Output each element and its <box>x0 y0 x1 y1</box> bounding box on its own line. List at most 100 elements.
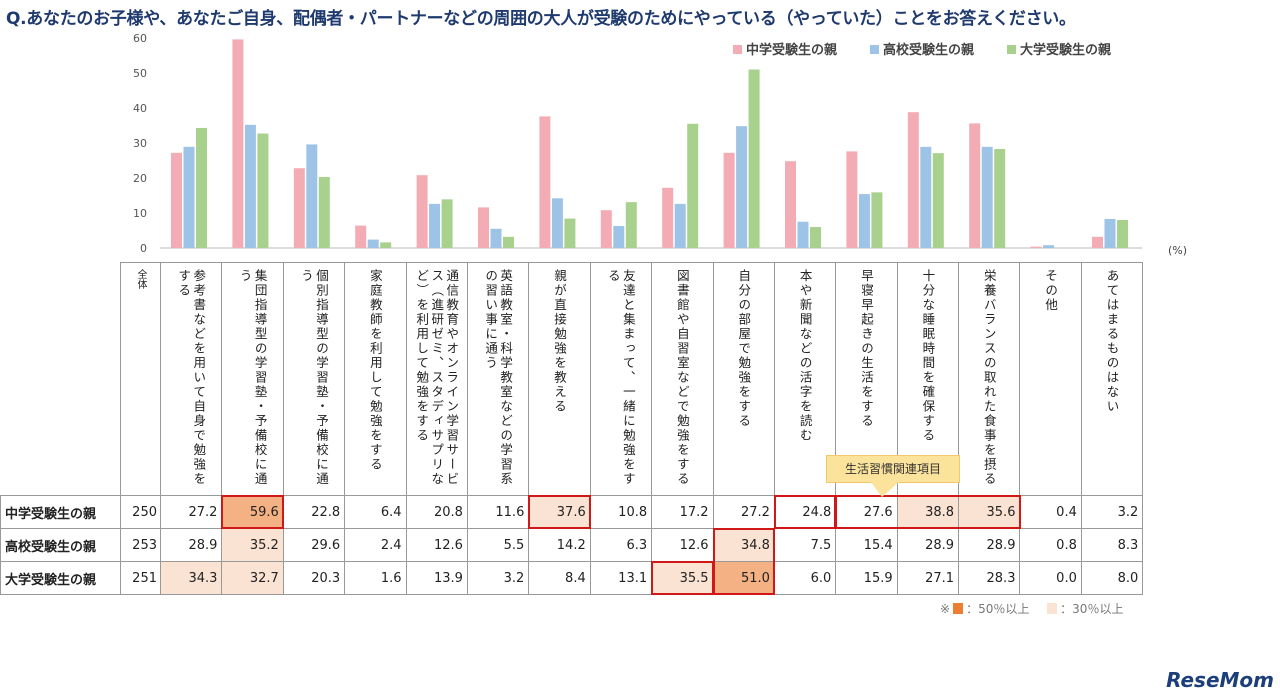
column-header: 自分の部屋で勉強をする <box>712 262 775 496</box>
value-cell: 8.3 <box>1080 528 1144 562</box>
column-header-text: 通信教育やオンライン学習サービス（進研ゼミ、スタディサプリなど）を利用して勉強を… <box>414 269 460 487</box>
strong-swatch <box>953 603 964 614</box>
column-header-text: 家庭教師を利用して勉強をする <box>367 269 383 472</box>
column-header: 栄養バランスの取れた食事を摂る <box>958 262 1021 496</box>
note-light: ：30％以上 <box>1060 602 1124 616</box>
bar-2-13 <box>994 148 1006 248</box>
light-swatch <box>1047 603 1058 614</box>
row-label: 中学受験生の親 <box>0 495 121 529</box>
value-cell: 2.4 <box>344 528 407 562</box>
value-cell: 6.0 <box>773 561 837 595</box>
bar-1-12 <box>920 146 932 248</box>
y-tick-label: 10 <box>133 207 147 220</box>
value-cell: 3.2 <box>1080 495 1144 529</box>
value-cell: 0.0 <box>1019 561 1082 595</box>
data-table: 全体 参考書などを用いて自身で勉強をする 集団指導型の学習塾・予備校に通う 個別指導型… <box>0 262 1144 595</box>
value-cell: 38.8 <box>896 495 960 529</box>
value-cell: 8.4 <box>528 561 591 595</box>
bar-1-14 <box>1043 245 1055 248</box>
value-cell: 34.8 <box>712 528 775 562</box>
value-cell: 28.3 <box>958 561 1021 595</box>
bar-2-2 <box>318 176 330 248</box>
column-header-text: 栄養バランスの取れた食事を摂る <box>981 269 997 487</box>
column-header-text: 十分な睡眠時間を確保する <box>920 269 936 443</box>
bar-2-4 <box>441 199 453 248</box>
bar-0-15 <box>1092 236 1103 248</box>
value-cell: 27.1 <box>896 561 960 595</box>
value-cell: 35.2 <box>221 528 284 562</box>
value-cell: 1.6 <box>344 561 407 595</box>
value-cell: 17.2 <box>651 495 714 529</box>
table-row: 大学受験生の親 251 34.3 32.7 20.3 1.6 13.9 3.2 8.4 13.1 3… <box>0 561 1144 595</box>
bar-1-15 <box>1104 218 1116 248</box>
bar-1-5 <box>490 228 502 248</box>
value-cell: 27.6 <box>835 495 898 529</box>
table-row: 高校受験生の親 253 28.9 35.2 29.6 2.4 12.6 5.5 14.2 6.3 1… <box>0 528 1144 562</box>
column-header: 家庭教師を利用して勉強をする <box>344 262 407 496</box>
value-cell: 20.3 <box>282 561 346 595</box>
value-cell: 20.8 <box>405 495 468 529</box>
column-header-text: 親が直接勉強を教える <box>552 269 568 414</box>
column-header-text: 集団指導型の学習塾・予備校に通う <box>237 269 268 487</box>
value-cell: 15.4 <box>835 528 898 562</box>
bar-0-11 <box>846 151 858 248</box>
column-header: その他 <box>1019 262 1082 496</box>
bar-chart: 0 10 20 30 40 50 60 中学受験生の親 高校受験生の親 大学受験生の親 <box>133 32 1143 255</box>
bar-2-5 <box>503 236 514 248</box>
column-header-text: 早寝早起きの生活をする <box>858 269 874 429</box>
column-header: 友達と集まって、一緒に勉強をする <box>589 262 653 496</box>
column-header-text: あてはまるものはない <box>1104 269 1120 414</box>
bar-2-12 <box>932 153 944 248</box>
question-title: Q.あなたのお子様や、あなたご自身、配偶者・パートナーなどの周囲の大人が受験のた… <box>6 9 1076 29</box>
sample-size: 253 <box>120 528 161 562</box>
column-header: 集団指導型の学習塾・予備校に通う <box>221 262 284 496</box>
value-cell: 28.9 <box>159 528 223 562</box>
column-header: 個別指導型の学習塾・予備校に通う <box>282 262 346 496</box>
value-cell: 6.4 <box>344 495 407 529</box>
value-cell: 0.4 <box>1019 495 1082 529</box>
bar-0-9 <box>723 152 735 248</box>
bar-0-0 <box>171 152 182 248</box>
value-cell: 59.6 <box>221 495 284 529</box>
bar-0-6 <box>539 116 551 249</box>
callout-pointer <box>870 481 900 497</box>
column-header-text: 個別指導型の学習塾・予備校に通う <box>298 269 329 487</box>
bar-1-0 <box>183 146 195 248</box>
value-cell: 15.9 <box>835 561 898 595</box>
bar-0-13 <box>969 123 981 248</box>
bar-0-2 <box>293 168 305 248</box>
bar-1-7 <box>613 225 625 248</box>
row-label: 大学受験生の親 <box>0 561 121 595</box>
column-header-text: 参考書などを用いて自身で勉強をする <box>176 269 207 487</box>
y-tick-label: 0 <box>140 242 147 255</box>
y-tick-label: 60 <box>133 32 147 45</box>
y-tick-label: 30 <box>133 137 147 150</box>
bar-1-1 <box>244 124 256 248</box>
bar-2-3 <box>380 242 392 248</box>
callout-label: 生活習慣関連項目 <box>826 455 960 483</box>
sample-size: 251 <box>120 561 161 595</box>
value-cell: 37.6 <box>528 495 591 529</box>
note-strong: ：50％以上 <box>966 602 1030 616</box>
column-header-text: 自分の部屋で勉強をする <box>736 269 752 429</box>
bar-0-5 <box>478 207 489 248</box>
legend-swatch <box>870 45 879 54</box>
legend-swatch <box>733 45 742 54</box>
highlight-note: ※ ：50％以上 ：30％以上 <box>940 600 1123 617</box>
value-cell: 32.7 <box>221 561 284 595</box>
value-cell: 35.5 <box>651 561 714 595</box>
value-cell: 0.8 <box>1019 528 1082 562</box>
bar-0-12 <box>907 112 919 248</box>
value-cell: 28.9 <box>958 528 1021 562</box>
bar-2-9 <box>748 69 760 248</box>
legend-label: 大学受験生の親 <box>1020 42 1111 58</box>
bar-2-1 <box>257 133 269 248</box>
value-cell: 27.2 <box>159 495 223 529</box>
row-label: 高校受験生の親 <box>0 528 121 562</box>
y-tick-label: 50 <box>133 67 147 80</box>
column-header: 親が直接勉強を教える <box>528 262 591 496</box>
bar-1-3 <box>367 239 379 248</box>
value-cell: 28.9 <box>896 528 960 562</box>
column-header: あてはまるものはない <box>1080 262 1144 496</box>
value-cell: 10.8 <box>589 495 653 529</box>
